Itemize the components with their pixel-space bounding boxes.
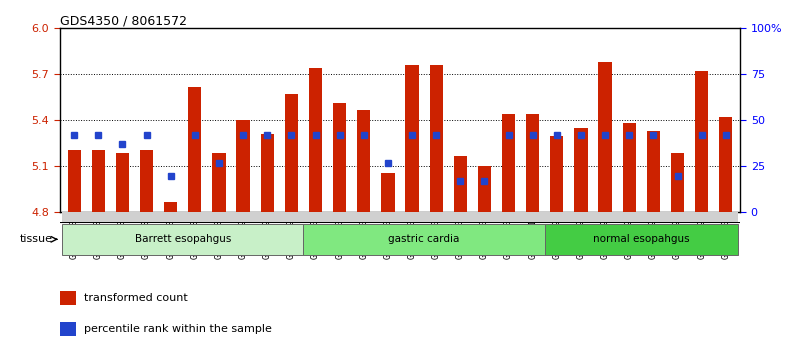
Bar	[695, 71, 708, 212]
Bar	[357, 110, 370, 212]
Bar	[593, 212, 617, 222]
Bar	[213, 153, 225, 212]
Bar	[188, 87, 201, 212]
Text: normal esopahgus: normal esopahgus	[593, 234, 689, 244]
Bar	[60, 322, 76, 336]
Text: transformed count: transformed count	[84, 293, 187, 303]
Bar	[719, 117, 732, 212]
Bar	[714, 212, 738, 222]
Bar	[689, 212, 714, 222]
Bar	[544, 224, 738, 255]
Bar	[424, 212, 448, 222]
Text: GDS4350 / 8061572: GDS4350 / 8061572	[60, 14, 187, 27]
Bar	[448, 212, 472, 222]
Bar	[207, 212, 231, 222]
Bar	[430, 65, 443, 212]
Bar	[303, 212, 328, 222]
Bar	[62, 224, 303, 255]
Bar	[328, 212, 352, 222]
Bar	[502, 114, 515, 212]
Bar	[544, 212, 569, 222]
Bar	[231, 212, 256, 222]
Bar	[135, 212, 158, 222]
Bar	[671, 153, 685, 212]
Bar	[569, 212, 593, 222]
Bar	[260, 134, 274, 212]
Bar	[183, 212, 207, 222]
Bar	[68, 149, 81, 212]
Bar	[158, 212, 183, 222]
Bar	[617, 212, 642, 222]
Bar	[236, 120, 250, 212]
Bar	[575, 128, 587, 212]
Bar	[647, 131, 660, 212]
Bar	[111, 212, 135, 222]
Bar	[454, 156, 467, 212]
Bar	[521, 212, 544, 222]
Bar	[333, 103, 346, 212]
Bar	[472, 212, 497, 222]
Bar	[279, 212, 303, 222]
Bar	[642, 212, 665, 222]
Bar	[92, 149, 105, 212]
Bar	[400, 212, 424, 222]
Bar	[376, 212, 400, 222]
Bar	[86, 212, 111, 222]
Text: gastric cardia: gastric cardia	[388, 234, 460, 244]
Bar	[352, 212, 376, 222]
Bar	[62, 212, 86, 222]
Text: tissue: tissue	[19, 234, 53, 244]
Bar	[665, 212, 689, 222]
Text: percentile rank within the sample: percentile rank within the sample	[84, 324, 271, 335]
Bar	[550, 136, 564, 212]
Bar	[599, 62, 612, 212]
Bar	[140, 149, 153, 212]
Bar	[309, 68, 322, 212]
Bar	[256, 212, 279, 222]
Bar	[164, 202, 178, 212]
Bar	[478, 166, 491, 212]
Bar	[303, 224, 544, 255]
Bar	[622, 124, 636, 212]
Text: Barrett esopahgus: Barrett esopahgus	[135, 234, 231, 244]
Bar	[526, 114, 540, 212]
Bar	[381, 172, 395, 212]
Bar	[115, 153, 129, 212]
Bar	[285, 94, 298, 212]
Bar	[60, 291, 76, 305]
Bar	[405, 65, 419, 212]
Bar	[497, 212, 521, 222]
